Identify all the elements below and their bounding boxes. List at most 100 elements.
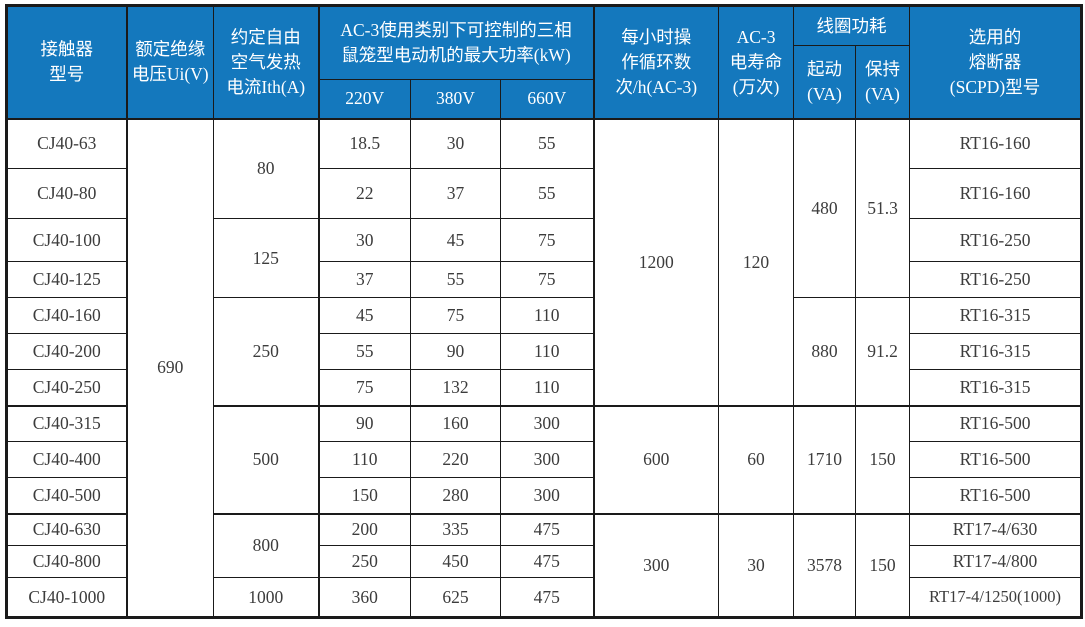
power-220-cell: 22 bbox=[317, 168, 411, 219]
header-rated-insulation-voltage: 额定绝缘 电压Ui(V) bbox=[125, 5, 214, 119]
fuse-cell: RT16-160 bbox=[909, 118, 1083, 169]
power-380-cell: 450 bbox=[410, 545, 501, 578]
power-380-cell: 220 bbox=[410, 441, 501, 478]
coil-hold-cell: 150 bbox=[855, 512, 911, 618]
life-cell: 120 bbox=[718, 118, 795, 406]
model-cell: CJ40-500 bbox=[6, 477, 127, 514]
fuse-cell: RT16-500 bbox=[909, 477, 1083, 514]
model-cell: CJ40-80 bbox=[6, 168, 127, 219]
header-fuse-type: 选用的 熔断器 (SCPD)型号 bbox=[909, 5, 1083, 119]
power-380-cell: 30 bbox=[410, 118, 501, 169]
cycles-cell: 300 bbox=[592, 512, 720, 618]
life-cell: 60 bbox=[718, 404, 795, 514]
fuse-cell: RT17-4/1250(1000) bbox=[909, 577, 1083, 618]
model-cell: CJ40-315 bbox=[6, 404, 127, 442]
power-380-cell: 625 bbox=[410, 577, 501, 618]
coil-hold-cell: 91.2 bbox=[855, 297, 911, 406]
ith-cell: 800 bbox=[213, 512, 319, 578]
table-row: CJ40-400 110 220 300 RT16-500 bbox=[6, 441, 1083, 478]
power-220-cell: 75 bbox=[317, 369, 411, 406]
table-row: CJ40-800 250 450 475 RT17-4/800 bbox=[6, 545, 1083, 578]
model-cell: CJ40-1000 bbox=[6, 577, 127, 618]
fuse-cell: RT16-160 bbox=[909, 168, 1083, 219]
model-cell: CJ40-630 bbox=[6, 512, 127, 546]
header-660v: 660V bbox=[499, 79, 595, 119]
power-660-cell: 475 bbox=[499, 545, 595, 578]
header-220v: 220V bbox=[317, 79, 411, 119]
ith-cell: 125 bbox=[213, 218, 319, 298]
fuse-cell: RT16-315 bbox=[909, 333, 1083, 370]
coil-hold-cell: 51.3 bbox=[855, 118, 911, 298]
power-660-cell: 475 bbox=[499, 512, 595, 546]
power-660-cell: 300 bbox=[499, 477, 595, 514]
power-380-cell: 132 bbox=[410, 369, 501, 406]
fuse-cell: RT16-500 bbox=[909, 404, 1083, 442]
header-coil-hold: 保持 (VA) bbox=[855, 45, 911, 119]
table-header: 接触器 型号 额定绝缘 电压Ui(V) 约定自由 空气发热 电流Ith(A) A… bbox=[6, 5, 1083, 119]
table-row: CJ40-100 125 30 45 75 RT16-250 bbox=[6, 218, 1083, 298]
power-220-cell: 90 bbox=[317, 404, 411, 442]
table-body: CJ40-63 690 80 18.5 30 55 1200 120 480 5… bbox=[6, 118, 1083, 618]
table-row: CJ40-125 37 55 75 RT16-250 bbox=[6, 261, 1083, 298]
table-row: CJ40-63 690 80 18.5 30 55 1200 120 480 5… bbox=[6, 118, 1083, 618]
header-thermal-current: 约定自由 空气发热 电流Ith(A) bbox=[213, 5, 319, 119]
model-cell: CJ40-400 bbox=[6, 441, 127, 478]
table-row: CJ40-160 250 45 75 110 880 91.2 RT16-315 bbox=[6, 297, 1083, 406]
header-max-power-group: AC-3使用类别下可控制的三相 鼠笼型电动机的最大功率(kW) bbox=[317, 5, 595, 80]
coil-start-cell: 880 bbox=[793, 297, 857, 406]
coil-start-cell: 480 bbox=[793, 118, 857, 298]
power-380-cell: 160 bbox=[410, 404, 501, 442]
power-380-cell: 55 bbox=[410, 261, 501, 298]
ith-cell: 500 bbox=[213, 404, 319, 514]
header-coil-start: 起动 (VA) bbox=[793, 45, 857, 119]
power-660-cell: 475 bbox=[499, 577, 595, 618]
table-row: CJ40-200 55 90 110 RT16-315 bbox=[6, 333, 1083, 370]
table-row: CJ40-1000 1000 360 625 475 RT17-4/1250(1… bbox=[6, 577, 1083, 618]
coil-start-cell: 1710 bbox=[793, 404, 857, 514]
power-660-cell: 55 bbox=[499, 168, 595, 219]
power-380-cell: 75 bbox=[410, 297, 501, 334]
model-cell: CJ40-125 bbox=[6, 261, 127, 298]
power-380-cell: 37 bbox=[410, 168, 501, 219]
power-660-cell: 110 bbox=[499, 297, 595, 334]
fuse-cell: RT16-315 bbox=[909, 369, 1083, 406]
power-660-cell: 300 bbox=[499, 404, 595, 442]
fuse-cell: RT16-250 bbox=[909, 218, 1083, 262]
coil-hold-cell: 150 bbox=[855, 404, 911, 514]
coil-start-cell: 3578 bbox=[793, 512, 857, 618]
power-220-cell: 110 bbox=[317, 441, 411, 478]
ith-cell: 80 bbox=[213, 118, 319, 219]
table-row: CJ40-315 500 90 160 300 600 60 1710 150 … bbox=[6, 404, 1083, 514]
power-220-cell: 150 bbox=[317, 477, 411, 514]
ith-cell: 250 bbox=[213, 297, 319, 406]
cycles-cell: 1200 bbox=[592, 118, 720, 406]
header-operating-cycles: 每小时操 作循环数 次/h(AC-3) bbox=[592, 5, 720, 119]
power-220-cell: 30 bbox=[317, 218, 411, 262]
header-electrical-life: AC-3 电寿命 (万次) bbox=[718, 5, 795, 119]
power-220-cell: 18.5 bbox=[317, 118, 411, 169]
power-660-cell: 110 bbox=[499, 333, 595, 370]
fuse-cell: RT17-4/800 bbox=[909, 545, 1083, 578]
power-660-cell: 110 bbox=[499, 369, 595, 406]
fuse-cell: RT16-500 bbox=[909, 441, 1083, 478]
power-660-cell: 55 bbox=[499, 118, 595, 169]
model-cell: CJ40-800 bbox=[6, 545, 127, 578]
contactor-spec-table: 接触器 型号 额定绝缘 电压Ui(V) 约定自由 空气发热 电流Ith(A) A… bbox=[5, 4, 1084, 619]
power-220-cell: 250 bbox=[317, 545, 411, 578]
model-cell: CJ40-250 bbox=[6, 369, 127, 406]
table-row: CJ40-80 22 37 55 RT16-160 bbox=[6, 168, 1083, 219]
table-row: CJ40-250 75 132 110 RT16-315 bbox=[6, 369, 1083, 406]
power-380-cell: 335 bbox=[410, 512, 501, 546]
life-cell: 30 bbox=[718, 512, 795, 618]
model-cell: CJ40-100 bbox=[6, 218, 127, 262]
fuse-cell: RT17-4/630 bbox=[909, 512, 1083, 546]
ith-cell: 1000 bbox=[213, 577, 319, 618]
fuse-cell: RT16-315 bbox=[909, 297, 1083, 334]
power-380-cell: 45 bbox=[410, 218, 501, 262]
header-coil-power-group: 线圈功耗 bbox=[793, 5, 911, 46]
power-220-cell: 360 bbox=[317, 577, 411, 618]
power-660-cell: 300 bbox=[499, 441, 595, 478]
fuse-cell: RT16-250 bbox=[909, 261, 1083, 298]
table-row: CJ40-630 800 200 335 475 300 30 3578 150… bbox=[6, 512, 1083, 618]
